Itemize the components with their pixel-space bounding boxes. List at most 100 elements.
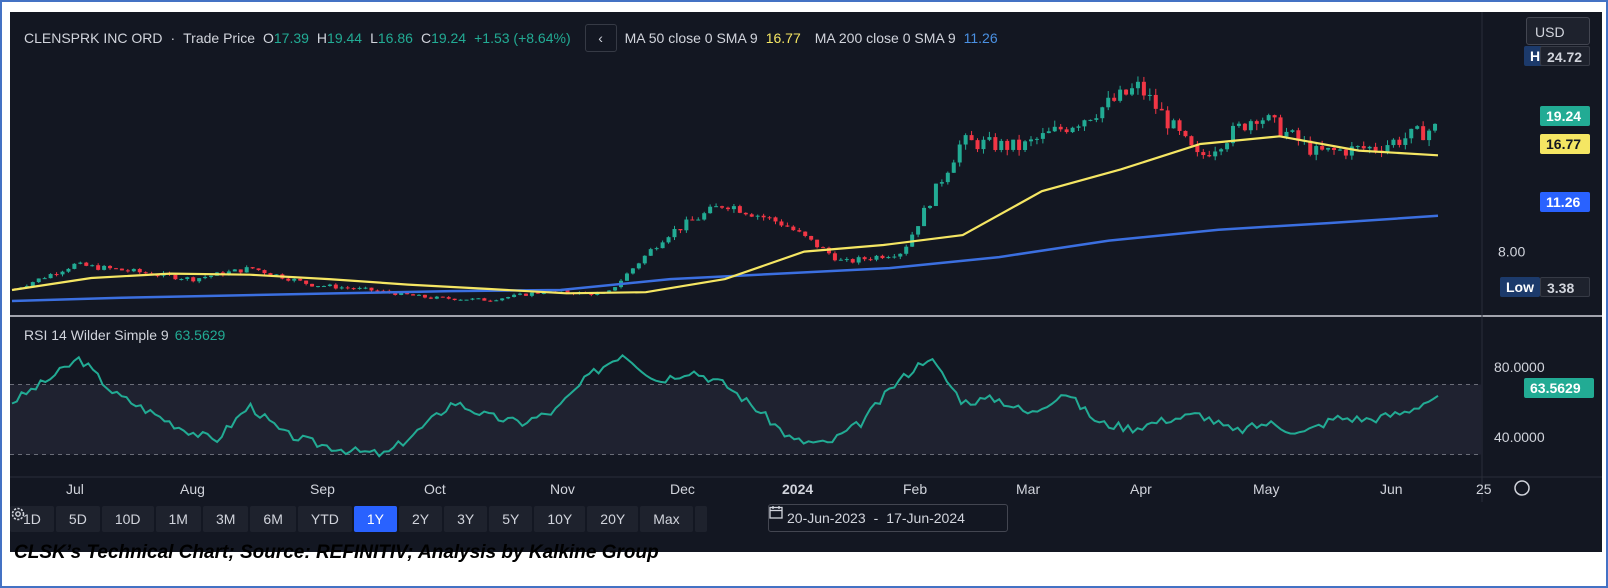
high-badge-value: 24.72	[1540, 46, 1590, 66]
candle-body	[1296, 130, 1301, 141]
candle-body	[1100, 107, 1105, 119]
candle-body	[66, 268, 71, 272]
rsi-band	[10, 384, 1482, 455]
candle-body	[1266, 115, 1271, 121]
tf-10y[interactable]: 10Y	[534, 506, 586, 532]
candle-body	[411, 294, 416, 296]
candle-body	[232, 269, 237, 272]
candle-body	[1320, 146, 1325, 150]
collapse-legend-button[interactable]: ‹	[584, 24, 617, 52]
candle-body	[945, 172, 950, 183]
candle-body	[933, 183, 938, 206]
candle-body	[880, 255, 885, 259]
candle-body	[708, 206, 713, 214]
tf-1y[interactable]: 1Y	[353, 506, 397, 532]
candle-body	[422, 294, 427, 298]
tf-10d[interactable]: 10D	[101, 506, 154, 532]
tf-ytd[interactable]: YTD	[297, 506, 352, 532]
tf-3m[interactable]: 3M	[202, 506, 249, 532]
candle-body	[286, 278, 291, 281]
rsi-tick-label: 40.0000	[1494, 429, 1545, 445]
candle-body	[1017, 139, 1022, 151]
candle-body	[500, 298, 505, 301]
candle-body	[856, 257, 861, 263]
tf-max[interactable]: Max	[640, 506, 693, 532]
candle-body	[1052, 126, 1057, 132]
tf-20y[interactable]: 20Y	[587, 506, 639, 532]
candle-body	[84, 262, 89, 266]
candle-body	[244, 267, 249, 273]
candle-body	[636, 263, 641, 269]
candle-body	[1183, 130, 1188, 137]
candle-body	[1094, 118, 1099, 120]
candle-body	[963, 135, 968, 145]
currency-select[interactable]: USD	[1526, 17, 1590, 45]
candle-body	[535, 292, 540, 294]
candle-body	[862, 257, 867, 260]
low-label: L	[370, 30, 378, 46]
candle-body	[60, 271, 65, 275]
compass-icon	[1514, 480, 1530, 496]
candle-body	[506, 297, 511, 299]
x-axis-label: 2024	[782, 481, 813, 497]
candle-body	[672, 228, 677, 238]
candle-body	[714, 206, 719, 208]
candle-body	[1231, 125, 1236, 144]
tf-1d[interactable]: 1D	[10, 506, 54, 532]
candle-body	[452, 298, 457, 301]
tf-5y[interactable]: 5Y	[489, 506, 533, 532]
candle-body	[304, 280, 309, 284]
candle-body	[464, 299, 469, 301]
candle-body	[1124, 89, 1129, 95]
candle-body	[565, 290, 570, 293]
candle-body	[523, 293, 528, 296]
date-range-picker[interactable]: 20-Jun-2023 - 17-Jun-2024	[768, 504, 1008, 532]
tf-3y[interactable]: 3Y	[444, 506, 488, 532]
candle-body	[72, 263, 77, 269]
candle-body	[613, 287, 618, 291]
candle-body	[1147, 94, 1152, 96]
candle-body	[832, 253, 837, 261]
candle-body	[1070, 127, 1075, 133]
candle-body	[173, 274, 178, 280]
candle-body	[405, 292, 410, 295]
gear-icon[interactable]	[11, 506, 707, 532]
figure-caption: CLSK’s Technical Chart; Source: REFINITI…	[14, 542, 659, 563]
tf-6m[interactable]: 6M	[250, 506, 296, 532]
candle-body	[209, 275, 214, 277]
candle-body	[690, 219, 695, 221]
candle-body	[488, 300, 493, 302]
candle-body	[1415, 126, 1420, 129]
candle-body	[1397, 139, 1402, 145]
candle-body	[1349, 146, 1354, 156]
candle-body	[1118, 89, 1123, 101]
tf-1m[interactable]: 1M	[155, 506, 201, 532]
candle-body	[892, 256, 897, 258]
candle-body	[850, 259, 855, 263]
candle-body	[1076, 126, 1081, 128]
chart-panel: 8.00 40.0000 80.0000 Jul Aug Sep Oct Nov Dec 2024…	[10, 12, 1602, 552]
candle-body	[119, 268, 124, 271]
rsi-label: RSI 14 Wilder Simple 9	[24, 327, 169, 343]
x-axis-label: 25	[1476, 481, 1492, 497]
candle-body	[648, 249, 653, 256]
candle-body	[1367, 146, 1372, 149]
candle-body	[357, 287, 362, 289]
tf-5d[interactable]: 5D	[55, 506, 100, 532]
tf-2y[interactable]: 2Y	[398, 506, 443, 532]
candle-body	[720, 206, 725, 208]
candle-body	[1165, 110, 1170, 129]
candle-body	[339, 287, 344, 289]
candle-body	[838, 259, 843, 261]
candle-body	[1332, 147, 1337, 150]
candle-body	[327, 284, 332, 287]
candle-body	[1254, 121, 1259, 124]
candle-body	[1189, 136, 1194, 146]
candle-body	[476, 298, 481, 300]
candle-body	[1023, 141, 1028, 151]
candle-body	[702, 213, 707, 220]
candle-body	[951, 162, 956, 173]
candle-body	[844, 259, 849, 261]
candle-body	[458, 299, 463, 301]
ma200-value: 11.26	[963, 30, 998, 46]
